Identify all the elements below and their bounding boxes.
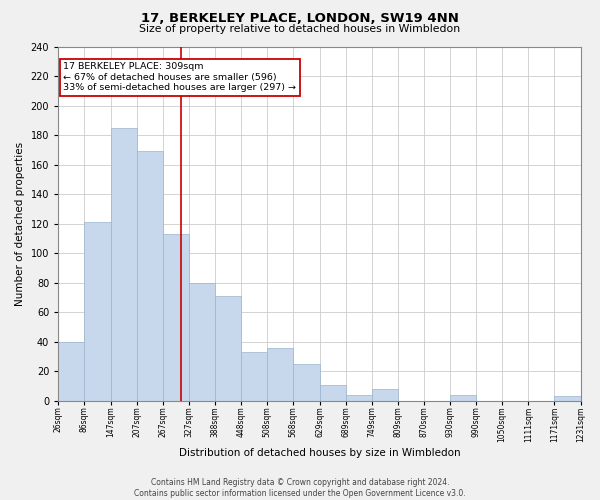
Bar [163, 234, 188, 401]
Text: Contains HM Land Registry data © Crown copyright and database right 2024.
Contai: Contains HM Land Registry data © Crown c… [134, 478, 466, 498]
Bar [267, 348, 293, 401]
Bar [293, 364, 320, 401]
Bar [320, 384, 346, 401]
Text: 17, BERKELEY PLACE, LONDON, SW19 4NN: 17, BERKELEY PLACE, LONDON, SW19 4NN [141, 12, 459, 26]
Bar [58, 342, 84, 401]
Text: Size of property relative to detached houses in Wimbledon: Size of property relative to detached ho… [139, 24, 461, 34]
Bar [188, 282, 215, 401]
Bar [450, 395, 476, 401]
X-axis label: Distribution of detached houses by size in Wimbledon: Distribution of detached houses by size … [179, 448, 460, 458]
Bar [554, 396, 581, 401]
Bar [110, 128, 137, 401]
Bar [84, 222, 110, 401]
Y-axis label: Number of detached properties: Number of detached properties [15, 142, 25, 306]
Bar [137, 152, 163, 401]
Bar [346, 395, 371, 401]
Bar [241, 352, 267, 401]
Bar [371, 389, 398, 401]
Bar [215, 296, 241, 401]
Text: 17 BERKELEY PLACE: 309sqm
← 67% of detached houses are smaller (596)
33% of semi: 17 BERKELEY PLACE: 309sqm ← 67% of detac… [64, 62, 296, 92]
